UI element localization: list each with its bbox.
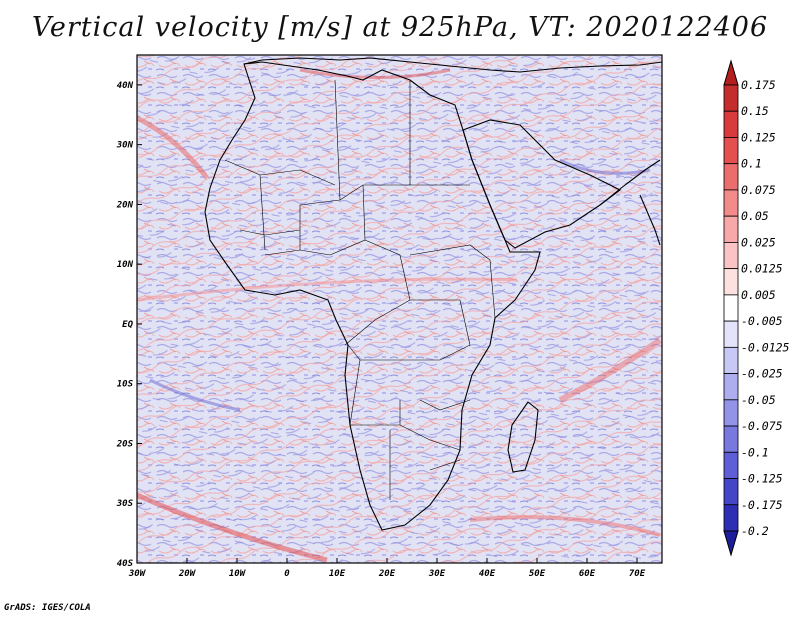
colorbar-swatch (723, 294, 739, 322)
colorbar-label: -0.2 (741, 524, 769, 538)
colorbar-label: 0.175 (741, 78, 776, 92)
colorbar-swatch (723, 373, 739, 401)
colorbar-swatch (723, 451, 739, 479)
madagascar-coastline (507, 401, 539, 473)
europe-coastline (243, 57, 663, 73)
lat-tick-label: 30N (116, 141, 134, 151)
lon-tick-label: 70E (629, 569, 646, 579)
longitude-axis: 30W 20W 10W 0 10E 20E 30E 40E 50E 60E 70E (128, 558, 646, 579)
colorbar-swatch (723, 478, 739, 506)
map-title: Vertical velocity [m/s] at 925hPa, VT: 2… (31, 12, 769, 43)
lon-tick-label: 40E (479, 569, 496, 579)
asia-coastline (599, 159, 661, 246)
colorbar-label: 0.075 (741, 183, 776, 197)
colorbar-swatch (723, 215, 739, 243)
colorbar-swatch (723, 425, 739, 453)
lat-tick-label: EQ (122, 320, 133, 330)
colorbar-label: -0.175 (741, 498, 783, 512)
lon-tick-label: 10W (229, 569, 247, 579)
colorbar-bottom-arrow (723, 530, 739, 557)
colorbar: 0.175 0.15 0.125 0.1 0.075 0.05 0.025 0.0125 0.0… (723, 59, 790, 557)
colorbar-swatch (723, 163, 739, 191)
lat-tick-label: 40S (117, 559, 134, 569)
colorbar-swatch (723, 189, 739, 217)
colorbar-label: 0.1 (741, 157, 762, 171)
country-borders (224, 79, 496, 500)
colorbar-label: -0.0125 (741, 340, 790, 354)
map-plot-area (137, 55, 663, 563)
velocity-bands (137, 68, 662, 563)
colorbar-label: -0.125 (741, 472, 783, 486)
colorbar-swatch (723, 137, 739, 165)
continent-outlines (204, 57, 663, 531)
colorbar-label: 0.125 (741, 130, 776, 144)
lat-tick-label: 30S (116, 499, 134, 509)
colorbar-label: -0.1 (741, 445, 769, 459)
colorbar-label: -0.025 (741, 367, 783, 381)
arabia-coastline (462, 119, 622, 249)
lat-tick-label: 20N (116, 200, 134, 210)
colorbar-swatch (723, 110, 739, 138)
grads-credit: GrADS: IGES/COLA (4, 603, 91, 613)
colorbar-swatch (723, 399, 739, 427)
lat-tick-label: 20S (116, 439, 134, 449)
lon-tick-label: 0 (284, 569, 290, 579)
lon-tick-label: 30E (428, 569, 446, 579)
colorbar-label: 0.15 (741, 104, 769, 118)
colorbar-swatch (723, 504, 739, 532)
colorbar-label: 0.025 (741, 235, 776, 249)
colorbar-swatch (723, 346, 739, 374)
colorbar-label: 0.05 (741, 209, 769, 223)
colorbar-label: -0.075 (741, 419, 783, 433)
colorbar-label: -0.05 (741, 393, 776, 407)
colorbar-top-arrow (723, 59, 739, 86)
colorbar-swatch (723, 320, 739, 348)
lon-tick-label: 30W (128, 569, 147, 579)
lon-tick-label: 10E (329, 569, 346, 579)
lon-tick-label: 20W (178, 569, 197, 579)
colorbar-swatch (723, 242, 739, 270)
lon-tick-label: 20E (378, 569, 396, 579)
colorbar-label: -0.005 (741, 314, 783, 328)
lon-tick-label: 60E (579, 569, 596, 579)
colorbar-swatch (723, 268, 739, 296)
africa-coastline (204, 61, 541, 531)
colorbar-swatch (723, 84, 739, 112)
lat-tick-label: 10N (117, 260, 134, 270)
colorbar-label: 0.0125 (741, 262, 783, 276)
lat-tick-label: 10S (117, 380, 134, 390)
colorbar-label: 0.005 (741, 288, 776, 302)
lat-tick-label: 40N (117, 81, 134, 91)
map-frame (136, 54, 663, 564)
latitude-axis: 40N 30N 20N 10N EQ 10S 20S 30S 40S (116, 81, 142, 569)
lon-tick-label: 50E (529, 569, 546, 579)
